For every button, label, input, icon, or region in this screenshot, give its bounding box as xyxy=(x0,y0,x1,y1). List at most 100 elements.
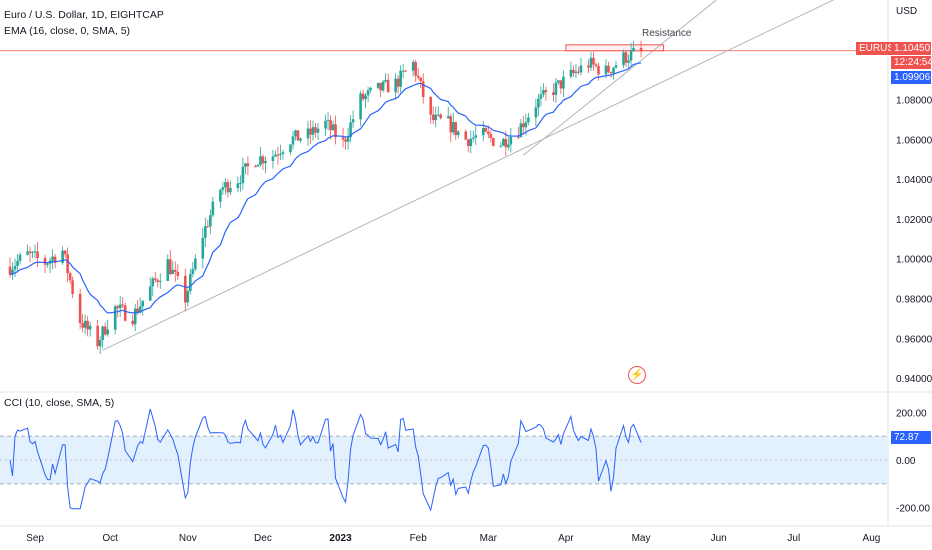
candle-body xyxy=(331,124,335,131)
candle-body xyxy=(394,78,397,93)
candle-body xyxy=(148,286,152,301)
candle-body xyxy=(399,70,402,87)
candle-body xyxy=(579,65,583,73)
candle-body xyxy=(13,265,17,270)
candle-body xyxy=(539,94,543,99)
candle-body xyxy=(509,136,513,145)
candle-body xyxy=(83,320,87,328)
candle-body xyxy=(384,79,387,82)
candle-body xyxy=(364,95,367,100)
cci-tick-label: 200.00 xyxy=(896,408,927,419)
price-tick-label: 0.94000 xyxy=(896,374,932,385)
candle-body xyxy=(171,269,175,274)
candle-body xyxy=(562,76,565,89)
candle-body xyxy=(316,128,320,133)
candle-body xyxy=(103,326,107,335)
time-tick-label: Nov xyxy=(179,533,197,544)
resistance-zone xyxy=(565,44,665,52)
time-tick-label: 2023 xyxy=(329,533,352,544)
candle-body xyxy=(386,79,390,93)
candle-body xyxy=(329,120,332,131)
candle-body xyxy=(194,258,197,270)
candle-body xyxy=(123,305,127,321)
lightning-icon[interactable]: ⚡ xyxy=(628,366,646,384)
candle-body xyxy=(552,92,555,95)
candle-body xyxy=(224,182,227,188)
candle-body xyxy=(434,114,438,120)
candle-body xyxy=(314,127,317,133)
candle-body xyxy=(229,188,232,193)
candle-body xyxy=(239,183,242,185)
trendline xyxy=(102,0,835,351)
candle-body xyxy=(43,258,47,265)
candle-body xyxy=(16,260,19,266)
candle-body xyxy=(11,269,14,275)
candle-body xyxy=(236,183,240,189)
candle-body xyxy=(542,90,545,95)
candle-body xyxy=(622,52,625,66)
candle-body xyxy=(416,75,420,78)
candle-body xyxy=(577,71,580,73)
candle-body xyxy=(487,131,490,135)
candle-body xyxy=(574,71,578,73)
candle-body xyxy=(116,306,119,309)
price-tick-label: 1.04000 xyxy=(896,175,932,186)
candle-body xyxy=(274,154,277,157)
candle-body xyxy=(569,69,573,77)
candle-body xyxy=(587,65,590,68)
candle-body xyxy=(151,278,155,287)
candle-body xyxy=(396,78,400,87)
time-tick-label: Jul xyxy=(787,533,800,544)
candle-body xyxy=(206,226,210,228)
candle-body xyxy=(118,304,122,309)
candle-body xyxy=(306,128,310,139)
candle-body xyxy=(504,139,508,148)
candle-body xyxy=(158,280,162,282)
candle-body xyxy=(632,47,635,51)
candle-body xyxy=(489,134,493,139)
candle-body xyxy=(507,144,510,148)
candle-body xyxy=(81,323,84,328)
candle-body xyxy=(344,139,347,142)
candle-body xyxy=(256,164,260,167)
candle-body xyxy=(264,161,267,164)
candle-body xyxy=(133,308,137,325)
candle-body xyxy=(309,128,312,135)
candle-body xyxy=(411,61,415,71)
candle-body xyxy=(639,47,643,51)
candle-body xyxy=(241,166,245,184)
cci-tick-label: 0.00 xyxy=(896,456,916,467)
time-tick-label: Apr xyxy=(558,533,574,544)
candle-body xyxy=(98,340,102,347)
candle-body xyxy=(454,122,458,136)
ema-value-badge: 1.09906 xyxy=(891,71,931,84)
candle-body xyxy=(226,182,230,193)
candle-body xyxy=(246,163,250,167)
candle-body xyxy=(209,215,212,227)
cci-indicator-label[interactable]: CCI (10, close, SMA, 5) xyxy=(4,397,115,409)
candle-body xyxy=(271,156,275,162)
candle-body xyxy=(366,90,370,96)
candle-body xyxy=(244,163,247,167)
candle-body xyxy=(401,70,405,72)
candle-body xyxy=(446,116,450,119)
candle-body xyxy=(31,252,34,254)
candle-body xyxy=(624,52,628,63)
time-tick-label: Mar xyxy=(480,533,498,544)
candle-body xyxy=(464,131,468,140)
candle-body xyxy=(324,120,327,129)
candle-body xyxy=(544,90,548,93)
candle-body xyxy=(101,326,104,341)
ema-indicator-label[interactable]: EMA (16, close, 0, SMA, 5) xyxy=(4,25,131,37)
candle-body xyxy=(559,80,563,89)
candle-body xyxy=(254,166,257,168)
candle-body xyxy=(153,278,157,281)
candle-body xyxy=(359,93,362,120)
candle-body xyxy=(18,254,22,261)
cci-tick-label: -200.00 xyxy=(896,504,930,515)
time-tick-label: Aug xyxy=(863,533,881,544)
price-tick-label: 1.00000 xyxy=(896,255,932,266)
candle-body xyxy=(276,154,280,156)
candle-body xyxy=(191,269,195,275)
candle-body xyxy=(404,70,407,72)
